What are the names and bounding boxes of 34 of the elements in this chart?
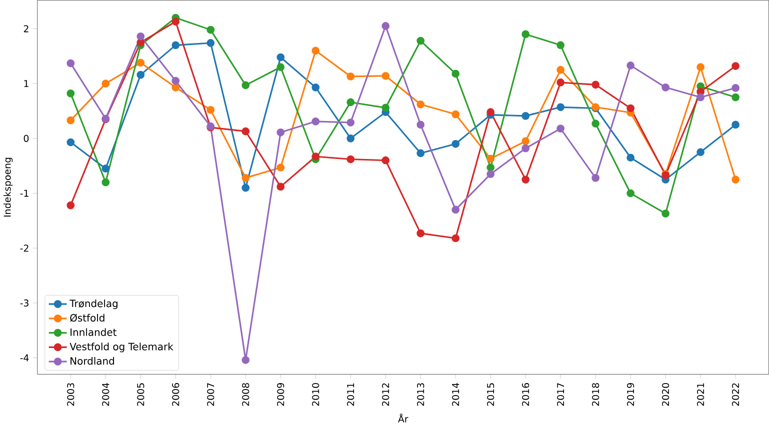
legend-label: Trøndelag [70, 300, 118, 310]
x-tick-label: 2012 [382, 383, 390, 406]
x-tick-label: 2022 [732, 383, 740, 406]
x-tick-label: 2018 [592, 383, 600, 406]
x-tick-label: 2004 [102, 383, 110, 406]
x-tick-label: 2016 [522, 383, 530, 406]
x-tick-label: 2010 [312, 383, 320, 406]
y-tick-label: -3 [20, 299, 28, 307]
legend-label: Nordland [70, 357, 114, 365]
x-tick-label: 2021 [696, 383, 704, 406]
x-tick-label: 2005 [137, 383, 144, 406]
y-tick-label: -1 [20, 190, 28, 197]
x-tick-label: 2008 [242, 383, 250, 406]
x-tick-label: 2009 [277, 383, 284, 406]
legend-label: Innlandet [70, 328, 116, 336]
x-tick-label: 2013 [417, 383, 424, 406]
y-tick-label: -2 [20, 244, 28, 252]
y-axis-title: Indekspoeng [4, 158, 13, 217]
y-tick-label: 2 [24, 25, 28, 32]
x-tick-label: 2006 [172, 383, 180, 406]
y-tick-label: 1 [24, 80, 28, 88]
y-tick-label: 0 [24, 134, 29, 142]
x-axis-title: År [398, 414, 408, 422]
x-tick-label: 2015 [487, 383, 494, 406]
x-tick-label: 2020 [662, 383, 670, 406]
x-tick-label: 2003 [67, 383, 74, 406]
x-tick-label: 2019 [626, 383, 634, 406]
legend-label: Østfold [70, 314, 104, 322]
y-tick-label: -4 [20, 354, 29, 362]
x-tick-label: 2017 [557, 383, 564, 406]
legend-label: Vestfold og Telemark [70, 342, 174, 352]
x-tick-label: 2011 [347, 383, 354, 406]
x-tick-label: 2007 [207, 383, 214, 406]
x-tick-label: 2014 [452, 383, 460, 406]
